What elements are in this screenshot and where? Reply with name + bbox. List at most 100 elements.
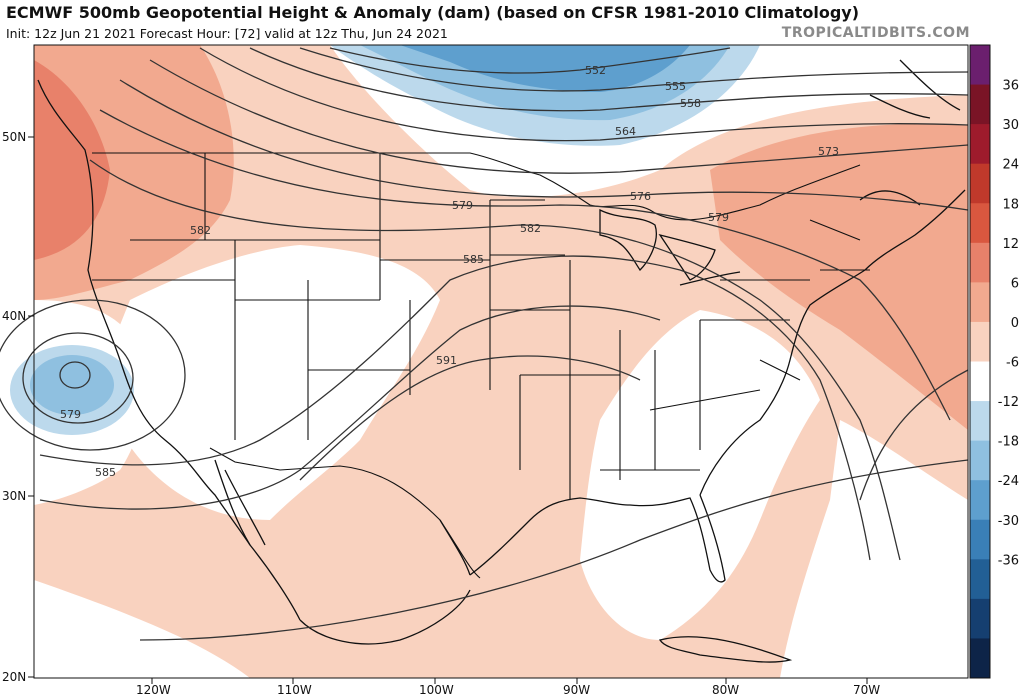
lon-label: 110W	[277, 683, 312, 696]
western-states	[92, 153, 491, 440]
longitude-labels: 120W 110W 100W 90W 80W 70W	[136, 678, 880, 696]
colorbar-segment	[970, 401, 990, 442]
mexico-us-border	[209, 447, 481, 579]
colorbar-tick-label: 12	[1002, 237, 1019, 252]
colorbar-segment	[970, 598, 990, 639]
colorbar-tick-label: 6	[1011, 276, 1019, 291]
contour-label: 582	[520, 222, 541, 235]
colorbar-segment	[970, 124, 990, 165]
colorbar-segment	[970, 242, 990, 283]
contour-588	[39, 305, 661, 510]
lon-label: 70W	[853, 683, 880, 696]
contour-564	[199, 47, 969, 142]
map-title: ECMWF 500mb Geopotential Height & Anomal…	[6, 3, 860, 22]
contour-atlantic	[859, 369, 969, 501]
contour-label: 558	[680, 97, 701, 110]
great-lakes	[599, 208, 741, 286]
eastern-states	[600, 219, 870, 471]
canada-us-border	[92, 152, 861, 221]
colorbar-segment	[970, 45, 990, 86]
map-subtitle: Init: 12z Jun 21 2021 Forecast Hour: [72…	[6, 26, 448, 41]
contour-576	[119, 79, 969, 211]
colorbar-tick-label: -30	[998, 514, 1019, 529]
colorbar-tick-label: 0	[1011, 316, 1019, 331]
colorbar-tick-label: 30	[1002, 118, 1019, 133]
contour-585	[39, 255, 871, 561]
colorbar-segment	[970, 480, 990, 521]
height-contour-labels: 552 555 558 564 573 576 579 579 582 582 …	[60, 64, 839, 479]
lat-label: 30N	[2, 489, 26, 503]
contour-label: 579	[708, 211, 729, 224]
brand-watermark: TROPICALTIDBITS.COM	[781, 25, 970, 41]
colorbar-tick-label: -6	[1006, 356, 1019, 371]
neutral-atlantic	[780, 420, 968, 678]
colorbar-segment	[970, 440, 990, 481]
colorbar-segment	[970, 84, 990, 125]
colorbar-segment	[970, 638, 990, 679]
negative-anomaly-pacific-mid	[30, 355, 114, 415]
contour-label: 576	[630, 190, 651, 203]
positive-anomaly-mid-northeast	[710, 123, 968, 430]
colorbar-segment	[970, 282, 990, 323]
colorbar-segment	[970, 559, 990, 600]
canada-coast	[859, 59, 961, 206]
colorbar-segment	[970, 519, 990, 560]
central-states	[490, 199, 701, 500]
contour-label: 573	[818, 145, 839, 158]
lat-label: 20N	[2, 670, 26, 684]
contour-label: 585	[95, 466, 116, 479]
colorbar-segment	[970, 321, 990, 362]
lon-label: 100W	[419, 683, 454, 696]
contour-582	[89, 159, 901, 561]
lat-label: 50N	[2, 130, 26, 144]
baja-coast	[214, 459, 266, 546]
contour-label: 579	[60, 408, 81, 421]
contour-558	[249, 47, 969, 112]
colorbar-tick-label: -24	[998, 474, 1019, 489]
gulf-coast	[439, 494, 726, 583]
positive-anomaly-strong-northwest	[34, 60, 110, 260]
colorbar-segment	[970, 361, 990, 402]
contour-label: 555	[665, 80, 686, 93]
lon-label: 120W	[136, 683, 171, 696]
contour-label: 579	[452, 199, 473, 212]
contour-label: 585	[463, 253, 484, 266]
contour-573	[149, 59, 969, 174]
mexico-interior	[299, 589, 471, 645]
colorbar-tick-label: 24	[1002, 158, 1019, 173]
cuba-coast	[658, 636, 793, 663]
height-contours	[0, 47, 969, 641]
colorbar-tick-label: -12	[998, 395, 1019, 410]
contour-gulf	[139, 459, 969, 641]
colorbar-segment	[970, 203, 990, 244]
contour-label: 552	[585, 64, 606, 77]
colorbar-tick-label: -36	[998, 553, 1019, 568]
contour-label: 564	[615, 125, 636, 138]
contour-555	[299, 47, 969, 92]
colorbar-frame	[969, 44, 991, 679]
negative-anomaly-north-strong	[400, 45, 690, 92]
colorbar	[969, 44, 991, 679]
latitude-labels: 50N 40N 30N 20N	[2, 130, 34, 684]
atlantic-coast	[699, 189, 966, 496]
contour-579	[99, 109, 951, 421]
lat-label: 40N	[2, 309, 26, 323]
colorbar-tick-label: 36	[1002, 79, 1019, 94]
contour-label: 582	[190, 224, 211, 237]
contour-label: 591	[436, 354, 457, 367]
contour-pacific-low-mid	[22, 332, 134, 424]
neutral-west	[107, 245, 441, 520]
contour-pacific-low-outer	[0, 299, 186, 451]
contour-pacific-low-inner	[59, 361, 91, 389]
contour-552	[329, 47, 731, 74]
lon-label: 80W	[712, 683, 739, 696]
neutral-southeast	[580, 310, 820, 640]
colorbar-tick-label: -18	[998, 435, 1019, 450]
colorbar-tick-labels: 36 30 24 18 12 6 0 -6 -12 -18 -24 -30 -36	[998, 79, 1019, 569]
coastlines	[37, 59, 966, 663]
contour-591	[299, 355, 641, 481]
lon-label: 90W	[563, 683, 590, 696]
map-frame	[33, 44, 969, 679]
colorbar-tick-label: 18	[1002, 197, 1019, 212]
